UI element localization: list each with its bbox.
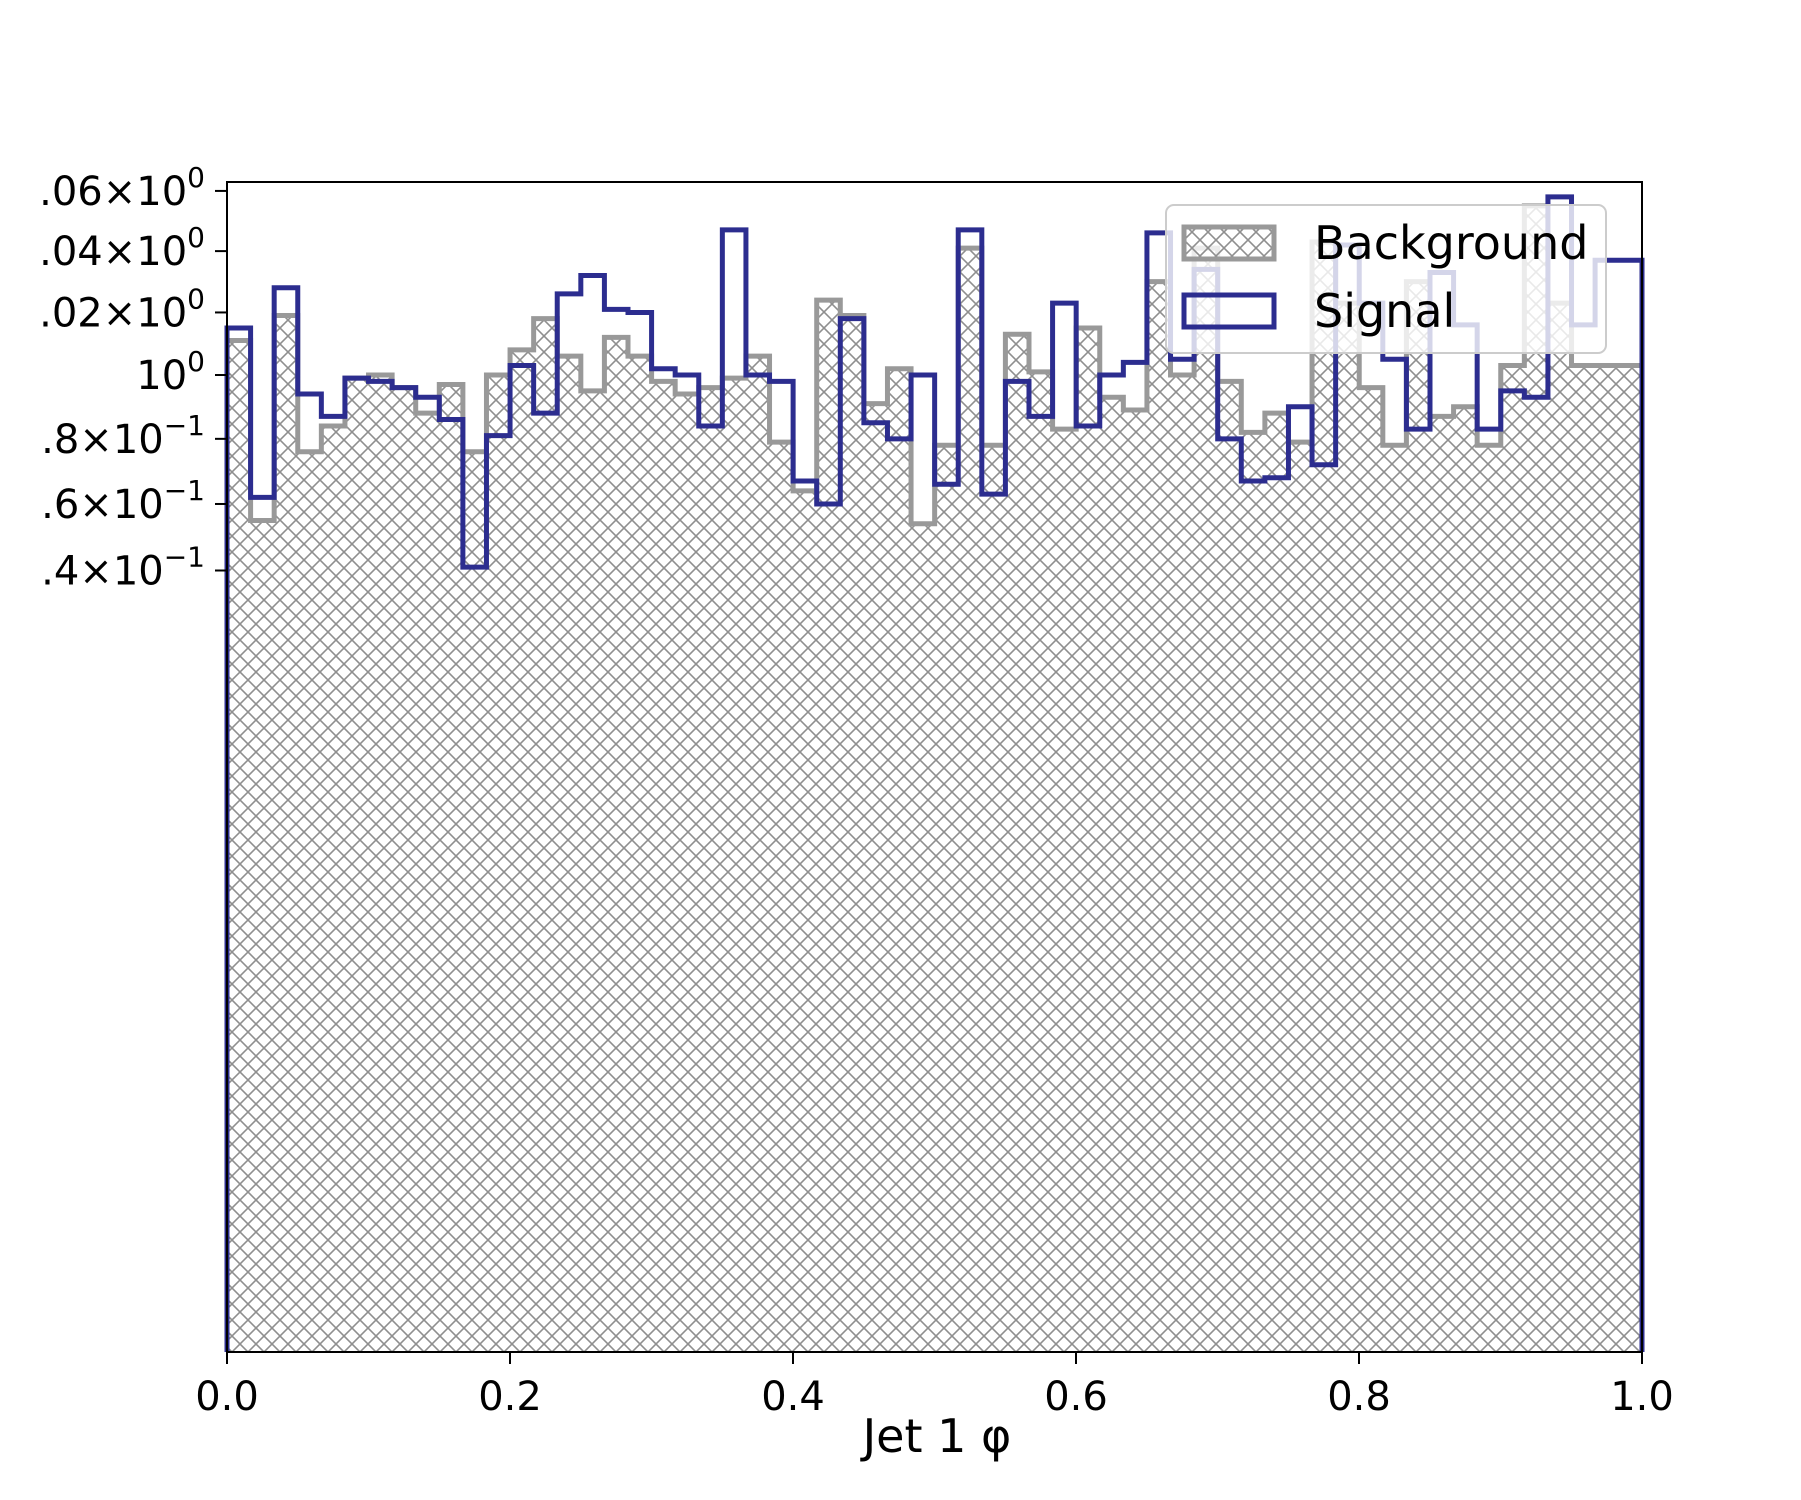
y-tick-label: .8×10−1 <box>41 409 205 463</box>
signal-bin <box>652 369 676 1352</box>
signal-bin <box>1383 359 1407 1352</box>
signal-bin <box>1218 439 1242 1352</box>
signal-bin <box>770 381 794 1352</box>
signal-bin <box>628 312 652 1352</box>
signal-bin <box>1265 478 1289 1352</box>
signal-bin <box>227 328 251 1352</box>
signal-bin <box>1147 233 1171 1352</box>
plot-area <box>224 194 1645 1353</box>
x-tick-label: 0.2 <box>478 1374 542 1420</box>
signal-bin <box>887 439 911 1352</box>
signal-bin <box>864 423 888 1352</box>
x-tick-label: 0.6 <box>1044 1374 1108 1420</box>
signal-bin <box>392 388 416 1352</box>
plot-frame <box>226 181 1643 1353</box>
y-tick-label: .02×100 <box>39 282 205 336</box>
signal-bin <box>298 394 322 1352</box>
signal-bin <box>982 494 1006 1352</box>
signal-bin <box>321 416 345 1352</box>
signal-bin <box>746 375 770 1352</box>
y-tick-label: 100 <box>136 345 205 399</box>
signal-bin <box>1572 325 1596 1352</box>
signal-bin <box>557 294 581 1352</box>
signal-bin <box>1477 429 1501 1352</box>
background-histogram-fill <box>227 205 1642 1353</box>
signal-bin <box>439 420 463 1352</box>
x-tick-label: 0.8 <box>1327 1374 1391 1420</box>
signal-bin <box>1100 375 1124 1352</box>
signal-bin <box>1288 407 1312 1352</box>
signal-bin <box>581 276 605 1352</box>
signal-bin <box>1123 362 1147 1352</box>
x-tick-label: 1.0 <box>1610 1374 1674 1420</box>
legend: Background Signal <box>1165 204 1607 354</box>
signal-bin <box>817 504 841 1352</box>
signal-histogram-outline <box>224 194 1645 1352</box>
signal-bin <box>1312 465 1336 1352</box>
signal-bin <box>369 381 393 1352</box>
signal-bin <box>958 230 982 1352</box>
signal-bin <box>274 288 298 1352</box>
signal-bin <box>1548 197 1572 1352</box>
signal-bin <box>1171 359 1195 1352</box>
signal-bin <box>604 309 628 1352</box>
signal-bin <box>416 397 440 1352</box>
signal-bin <box>675 375 699 1352</box>
x-tick-label: 0.4 <box>761 1374 825 1420</box>
background-histogram-outline <box>224 203 1645 1352</box>
y-tick-label: .04×100 <box>39 221 205 275</box>
signal-bin <box>251 497 275 1352</box>
signal-bin <box>534 413 558 1352</box>
signal-bin <box>510 366 534 1352</box>
y-tick-label: .06×100 <box>39 161 205 215</box>
signal-bin <box>463 567 487 1352</box>
signal-bin <box>1076 426 1100 1352</box>
legend-signal-swatch <box>1181 292 1277 330</box>
signal-bin <box>345 378 369 1352</box>
x-axis-label: Jet 1 φ <box>860 1409 1012 1463</box>
signal-bin <box>911 375 935 1352</box>
signal-bin <box>1524 397 1548 1352</box>
legend-signal-label: Signal <box>1314 284 1455 338</box>
signal-bin <box>1194 269 1218 1352</box>
signal-bin <box>793 481 817 1352</box>
y-tick-label: .4×10−1 <box>41 540 205 594</box>
signal-bin <box>840 319 864 1352</box>
signal-bin <box>1501 391 1525 1352</box>
signal-bin <box>1595 260 1642 1352</box>
signal-bin <box>1454 325 1478 1352</box>
x-tick-label: 0.0 <box>195 1374 259 1420</box>
signal-bin <box>1029 416 1053 1352</box>
signal-bin <box>722 230 746 1352</box>
signal-bin <box>1241 481 1265 1352</box>
signal-bin <box>1336 245 1360 1352</box>
y-tick-label: .6×10−1 <box>41 474 205 528</box>
axes: 0.0 0.2 0.4 0.6 0.8 1.0 .4×10−1 .6×10−1 .8×10−1 1… <box>39 161 1674 1420</box>
signal-bin <box>699 426 723 1352</box>
legend-background-swatch <box>1181 224 1277 262</box>
signal-bin <box>935 484 959 1352</box>
signal-bin <box>486 436 510 1352</box>
signal-bin <box>1005 381 1029 1352</box>
signal-bin <box>1406 429 1430 1352</box>
legend-background-label: Background <box>1314 216 1588 270</box>
signal-bin <box>1359 303 1383 1352</box>
signal-bin <box>1053 303 1077 1352</box>
signal-bin <box>1430 272 1454 1352</box>
